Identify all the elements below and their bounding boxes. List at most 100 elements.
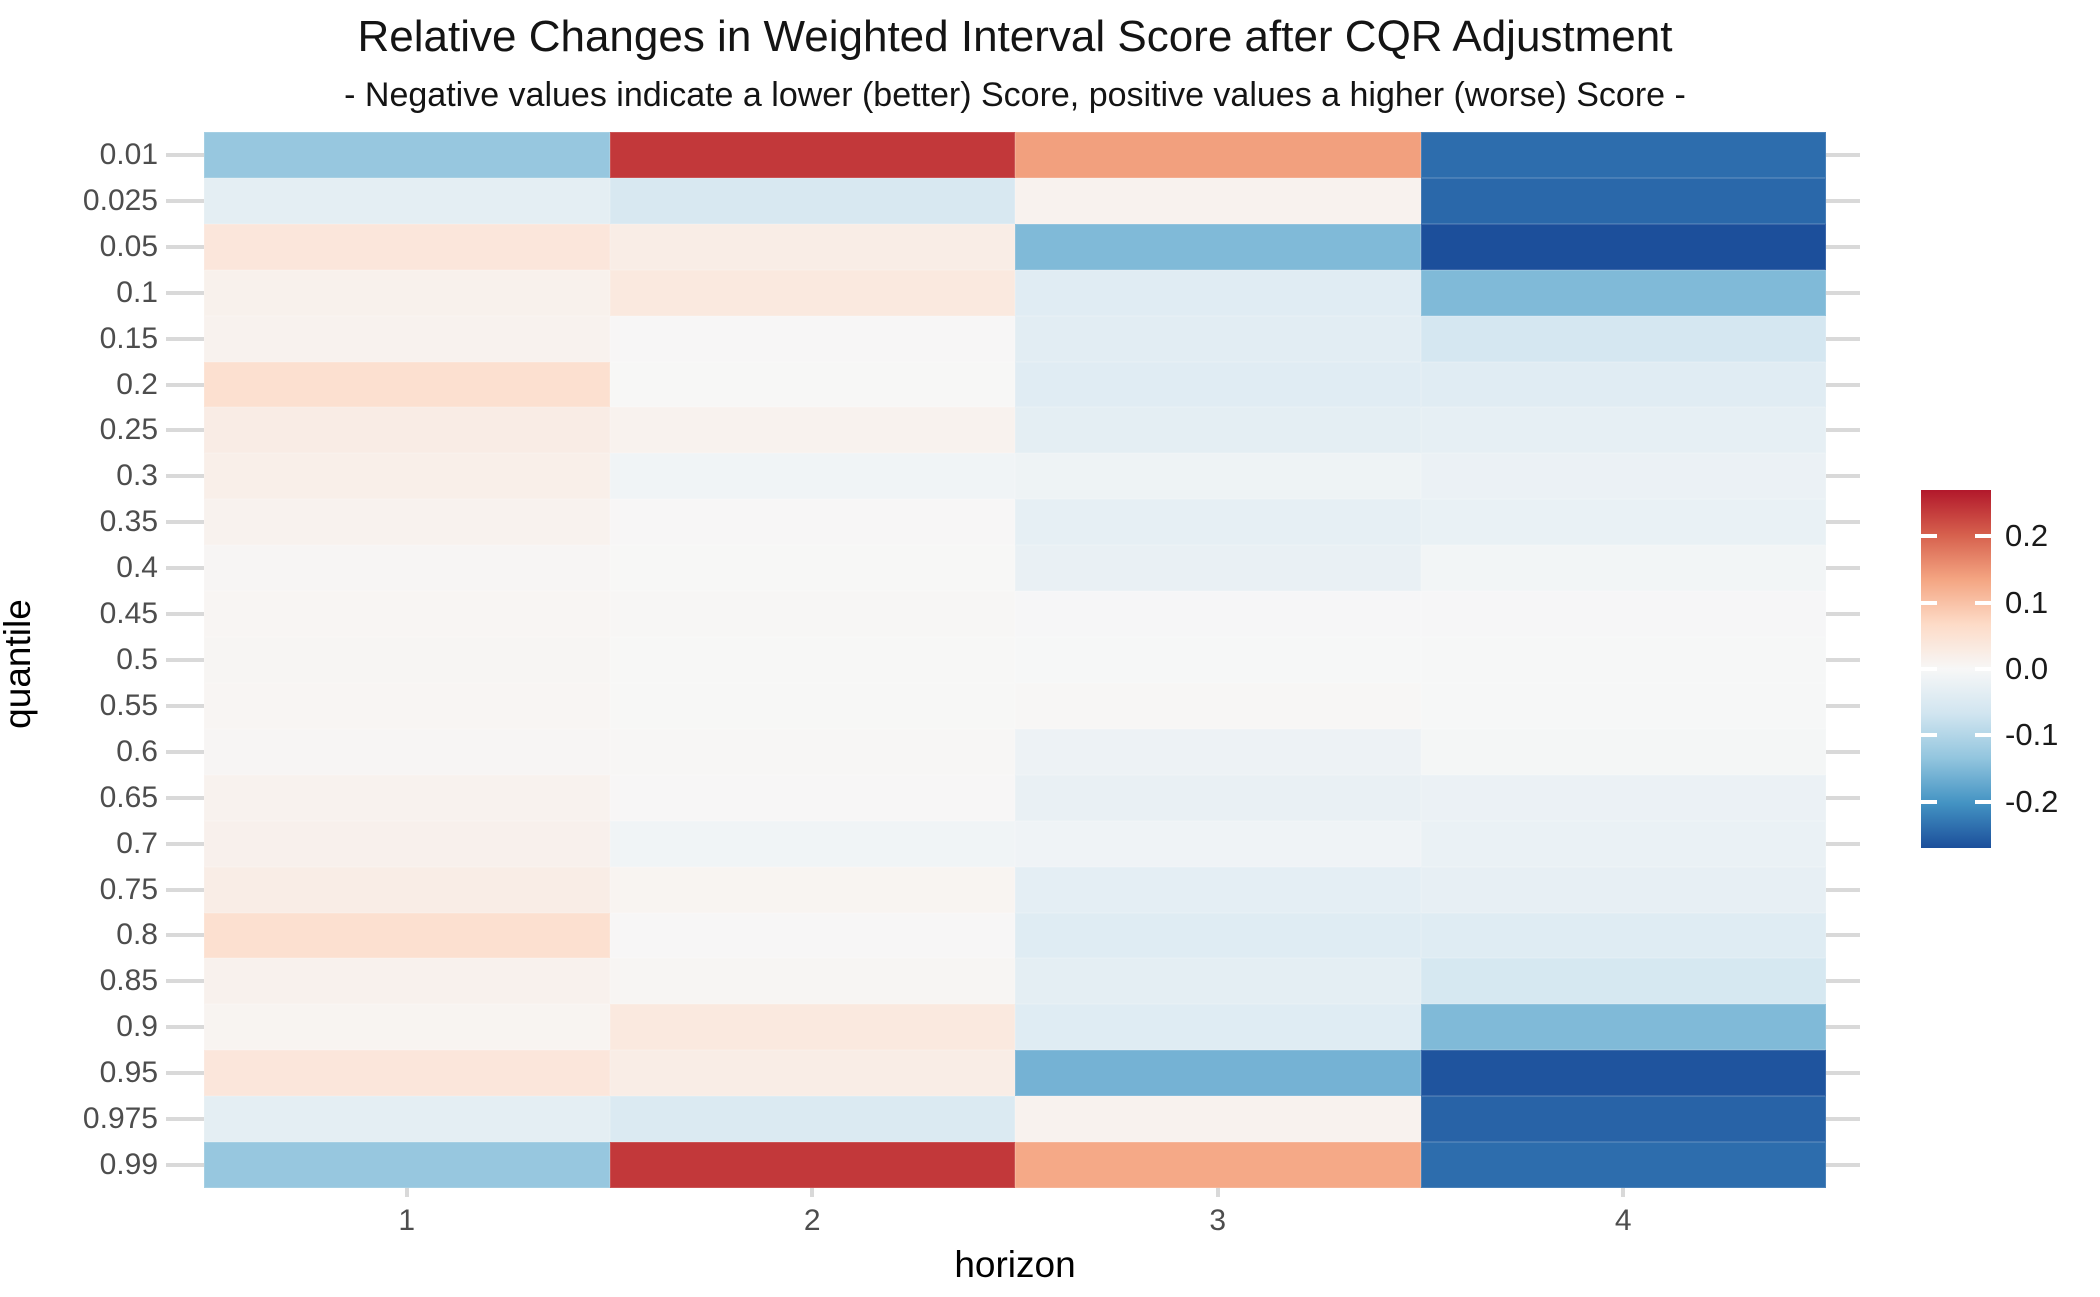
gridline-stub	[1826, 795, 1860, 800]
heatmap-cell	[204, 545, 610, 592]
heatmap-cell	[1420, 728, 1826, 775]
gridline-stub	[166, 703, 204, 708]
heatmap-cell	[204, 958, 610, 1005]
gridline-stub	[1826, 1163, 1860, 1168]
heatmap-cell	[1420, 1004, 1826, 1051]
heatmap-cell	[204, 728, 610, 775]
y-tick-label: 0.025	[82, 183, 158, 217]
heatmap-cell	[1420, 774, 1826, 821]
colorbar-tick	[1975, 667, 1991, 671]
heatmap-cell	[204, 820, 610, 867]
gridline-stub	[1621, 1188, 1626, 1197]
x-axis-title: horizon	[954, 1244, 1076, 1285]
colorbar-tick-label: 0.1	[2005, 584, 2049, 620]
gridline-stub	[166, 566, 204, 571]
heatmap-cell	[1420, 132, 1826, 178]
gridline-stub	[166, 979, 204, 984]
heatmap-cell	[1015, 132, 1421, 178]
colorbar-tick	[1921, 667, 1937, 671]
heatmap-cell	[204, 866, 610, 913]
gridline-stub	[166, 749, 204, 754]
heatmap-cell	[1015, 958, 1421, 1005]
y-tick-label: 0.6	[116, 734, 158, 768]
gridline-stub	[166, 1025, 204, 1030]
colorbar-tick-label: 0.2	[2005, 518, 2049, 554]
gridline-stub	[1826, 612, 1860, 617]
heatmap-cell	[204, 361, 610, 408]
heatmap-cell	[1420, 637, 1826, 683]
gridline-stub	[166, 1163, 204, 1168]
heatmap-cell	[1420, 958, 1826, 1005]
heatmap-cell	[609, 682, 1015, 729]
colorbar-tick	[1921, 600, 1937, 605]
y-tick-label: 0.55	[99, 688, 158, 722]
heatmap-cell	[1015, 315, 1421, 362]
colorbar-tick	[1975, 733, 1991, 738]
colorbar-tick-label: -0.2	[2005, 783, 2059, 819]
heatmap-cell	[609, 637, 1015, 683]
heatmap-cell	[609, 912, 1015, 959]
heatmap-cell	[609, 223, 1015, 270]
heatmap-cell	[1420, 912, 1826, 959]
heatmap-cell	[1015, 1004, 1421, 1051]
y-tick-label: 0.2	[116, 367, 158, 401]
y-tick-label: 0.975	[82, 1102, 158, 1136]
y-tick-label: 0.85	[99, 964, 158, 998]
gridline-stub	[1826, 244, 1860, 249]
y-tick-label: 0.4	[116, 551, 158, 585]
chart-subtitle: - Negative values indicate a lower (bett…	[344, 76, 1686, 114]
heatmap-cell	[204, 177, 610, 224]
gridline-stub	[1826, 979, 1860, 984]
y-tick-label: 0.8	[116, 918, 158, 952]
heatmap-cell	[1420, 866, 1826, 913]
gridline-stub	[1826, 520, 1860, 525]
gridline-stub	[166, 474, 204, 479]
heatmap-cell	[609, 1142, 1015, 1188]
heatmap-cell	[1420, 407, 1826, 454]
gridline-stub	[166, 933, 204, 938]
gridline-stub	[166, 244, 204, 249]
gridline-stub	[166, 1117, 204, 1122]
heatmap-cell	[1015, 269, 1421, 316]
x-tick-label: 1	[398, 1204, 416, 1237]
gridline-stub	[1826, 887, 1860, 892]
heatmap-cell	[204, 637, 610, 683]
heatmap-cell	[204, 1004, 610, 1051]
gridline-stub	[166, 382, 204, 387]
gridline-stub	[1826, 1117, 1860, 1122]
heatmap-cell	[1420, 545, 1826, 592]
heatmap-cell	[204, 774, 610, 821]
colorbar-tick	[1921, 534, 1937, 539]
heatmap-cell	[609, 499, 1015, 546]
heatmap-cell	[1015, 361, 1421, 408]
gridline-stub	[1826, 933, 1860, 938]
y-tick-label: 0.99	[99, 1148, 158, 1182]
gridline-stub	[1826, 566, 1860, 571]
heatmap-cell	[609, 1050, 1015, 1097]
colorbar-tick	[1975, 534, 1991, 539]
heatmap-cell	[1015, 499, 1421, 546]
gridline-stub	[166, 336, 204, 341]
heatmap-cell	[204, 453, 610, 500]
heatmap-cell	[1015, 682, 1421, 729]
heatmap-cell	[1420, 361, 1826, 408]
colorbar-tick-label: 0.0	[2005, 651, 2049, 686]
gridline-stub	[1826, 1025, 1860, 1030]
heatmap-cell	[1015, 1050, 1421, 1097]
y-tick-label: 0.9	[116, 1010, 158, 1044]
heatmap-cell	[1015, 545, 1421, 592]
gridline-stub	[1826, 428, 1860, 433]
gridline-stub	[166, 887, 204, 892]
heatmap-cell	[609, 315, 1015, 362]
gridline-stub	[166, 152, 204, 157]
heatmap-cell	[1015, 820, 1421, 867]
heatmap-cell	[609, 361, 1015, 408]
heatmap-cell	[204, 223, 610, 270]
heatmap-cell	[1015, 866, 1421, 913]
heatmap-cell	[1015, 591, 1421, 638]
heatmap-cell	[1420, 315, 1826, 362]
heatmap-cell	[204, 912, 610, 959]
heatmap-cell	[1015, 774, 1421, 821]
gridline-stub	[166, 612, 204, 617]
y-tick-label: 0.01	[99, 137, 158, 171]
